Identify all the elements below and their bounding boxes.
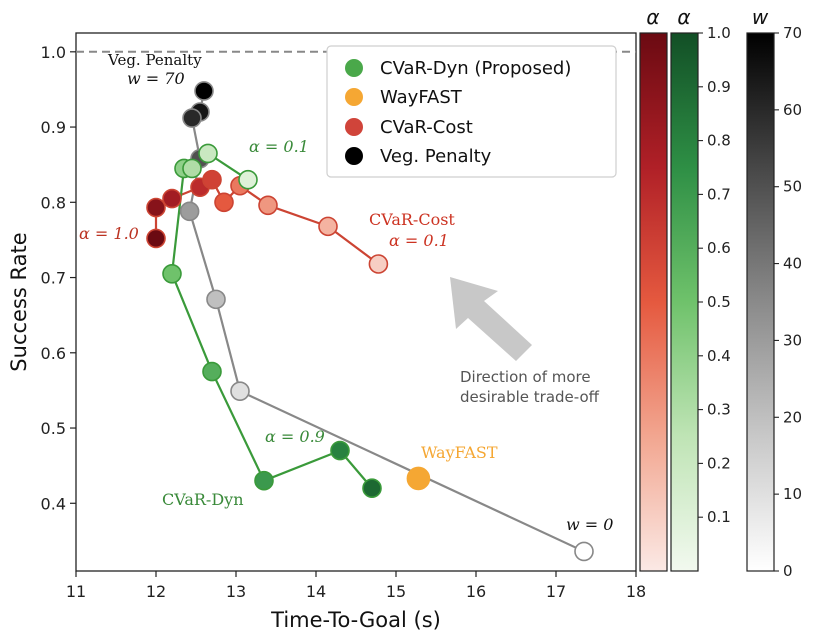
colorbar-tick-label: 0.5 (707, 293, 731, 311)
data-point-veg-penalty (206, 289, 226, 310)
data-point-cvar-dyn-proposed (362, 478, 382, 499)
colorbar-tick-label: 0.2 (707, 454, 731, 472)
data-point-cvar-dyn-proposed (202, 361, 222, 382)
data-point-cvar-cost (202, 169, 222, 190)
series-points (146, 81, 594, 562)
annotation-veg-penalty: Veg. Penalty (107, 51, 202, 69)
annotation-direction-line1: Direction of more (460, 368, 591, 386)
y-tick-label: 0.5 (41, 419, 66, 438)
y-tick-label: 1.0 (41, 43, 66, 62)
annotation-wayfast: WayFAST (421, 443, 498, 462)
y-axis-label: Success Rate (7, 232, 31, 371)
y-tick-label: 0.7 (41, 269, 66, 288)
legend: CVaR-Dyn (Proposed) WayFAST CVaR-Cost Ve… (326, 45, 617, 178)
x-axis-ticks: 11 12 13 14 15 16 17 18 (66, 571, 646, 601)
colorbar-alpha-green-ticks: 0.1 0.2 0.3 0.4 0.5 0.6 0.7 0.8 0.9 1.0 (698, 24, 731, 526)
colorbar-tick-label: 0.7 (707, 185, 731, 203)
colorbar-alpha-red-bar (639, 32, 668, 572)
data-point-cvar-dyn-proposed (198, 143, 218, 164)
x-tick-label: 15 (386, 582, 406, 601)
colorbar-tick-label: 0.8 (707, 132, 731, 150)
y-tick-label: 0.8 (41, 193, 66, 212)
y-tick-label: 0.9 (41, 118, 66, 137)
colorbar-tick-label: 30 (783, 331, 802, 349)
legend-label-cvar-dyn: CVaR-Dyn (Proposed) (380, 58, 571, 79)
data-point-veg-penalty (179, 201, 200, 222)
y-tick-label: 0.4 (41, 494, 66, 513)
x-axis-label: Time-To-Goal (s) (270, 608, 441, 632)
legend-label-wayfast: WayFAST (380, 87, 463, 108)
x-tick-label: 18 (626, 582, 646, 601)
y-tick-label: 0.6 (41, 344, 66, 363)
colorbar-alpha-red: α (639, 5, 668, 572)
data-point-cvar-dyn-proposed (254, 470, 274, 491)
x-tick-label: 12 (146, 582, 166, 601)
legend-marker-veg-penalty (345, 147, 363, 165)
data-point-cvar-cost (162, 188, 182, 209)
data-point-cvar-dyn-proposed (330, 440, 350, 461)
colorbar-tick-label: 0.9 (707, 78, 731, 96)
annotation-direction-line2: desirable trade-off (460, 388, 600, 406)
annotations: Veg. Penalty w = 70 α = 0.1 α = 1.0 CVaR… (79, 51, 613, 534)
colorbar-w-gray: w 0 10 20 30 40 50 60 70 (746, 5, 802, 580)
colorbar-tick-label: 0.1 (707, 508, 731, 526)
colorbar-tick-label: 10 (783, 485, 802, 503)
annotation-w-0: w = 0 (566, 515, 613, 534)
data-point-cvar-cost (146, 228, 166, 249)
y-axis-ticks: 0.4 0.5 0.6 0.7 0.8 0.9 1.0 (41, 43, 76, 513)
legend-box (326, 45, 617, 178)
colorbar-alpha-green: α 0.1 0.2 0.3 0.4 0.5 0.6 0.7 0.8 0.9 1.0 (670, 5, 731, 572)
colorbar-tick-label: 0 (783, 562, 793, 580)
colorbar-w-gray-ticks: 0 10 20 30 40 50 60 70 (774, 24, 802, 580)
annotation-w-70: w = 70 (127, 69, 185, 88)
annotation-cvar-dyn: CVaR-Dyn (162, 490, 244, 509)
x-tick-label: 16 (466, 582, 486, 601)
data-point-cvar-dyn-proposed (182, 158, 202, 179)
colorbar-alpha-green-bar (670, 32, 699, 572)
annotation-cvar-cost: CVaR-Cost (369, 210, 455, 229)
data-point-veg-penalty (182, 108, 202, 128)
data-point-wayfast (406, 466, 431, 491)
data-point-cvar-dyn-proposed (162, 263, 182, 284)
legend-marker-cvar-dyn (345, 59, 363, 77)
data-point-veg-penalty (574, 541, 594, 562)
legend-marker-wayfast (345, 88, 363, 106)
data-point-cvar-cost (214, 192, 234, 213)
data-point-cvar-cost (258, 195, 278, 216)
data-point-cvar-cost (146, 197, 166, 218)
data-point-cvar-dyn-proposed (238, 169, 258, 190)
legend-label-cvar-cost: CVaR-Cost (380, 117, 473, 138)
annotation-cost-alpha-0-1: α = 0.1 (389, 231, 449, 250)
x-tick-label: 14 (306, 582, 326, 601)
x-tick-label: 13 (226, 582, 246, 601)
colorbar-tick-label: 0.4 (707, 347, 731, 365)
colorbar-alpha-red-title: α (646, 5, 659, 29)
colorbar-tick-label: 50 (783, 178, 802, 196)
direction-arrow (450, 277, 532, 361)
colorbar-w-gray-title: w (752, 5, 769, 29)
colorbar-tick-label: 40 (783, 255, 802, 273)
colorbar-w-gray-bar (746, 32, 775, 572)
colorbar-tick-label: 20 (783, 408, 802, 426)
x-tick-label: 11 (66, 582, 86, 601)
legend-label-veg-penalty: Veg. Penalty (380, 146, 492, 167)
data-point-cvar-cost (318, 216, 338, 237)
x-tick-label: 17 (546, 582, 566, 601)
colorbar-tick-label: 70 (783, 24, 802, 42)
legend-marker-cvar-cost (345, 118, 363, 136)
data-point-veg-penalty (230, 381, 250, 401)
annotation-dyn-alpha-0-9: α = 0.9 (265, 427, 325, 446)
data-point-cvar-cost (368, 254, 389, 274)
colorbar-alpha-green-title: α (677, 5, 690, 29)
annotation-cost-alpha-1-0: α = 1.0 (79, 224, 139, 243)
data-point-veg-penalty (194, 81, 214, 101)
colorbar-tick-label: 1.0 (707, 24, 731, 42)
annotation-dyn-alpha-0-1: α = 0.1 (249, 137, 309, 156)
colorbar-tick-label: 60 (783, 101, 802, 119)
colorbar-tick-label: 0.6 (707, 239, 731, 257)
colorbar-tick-label: 0.3 (707, 401, 731, 419)
